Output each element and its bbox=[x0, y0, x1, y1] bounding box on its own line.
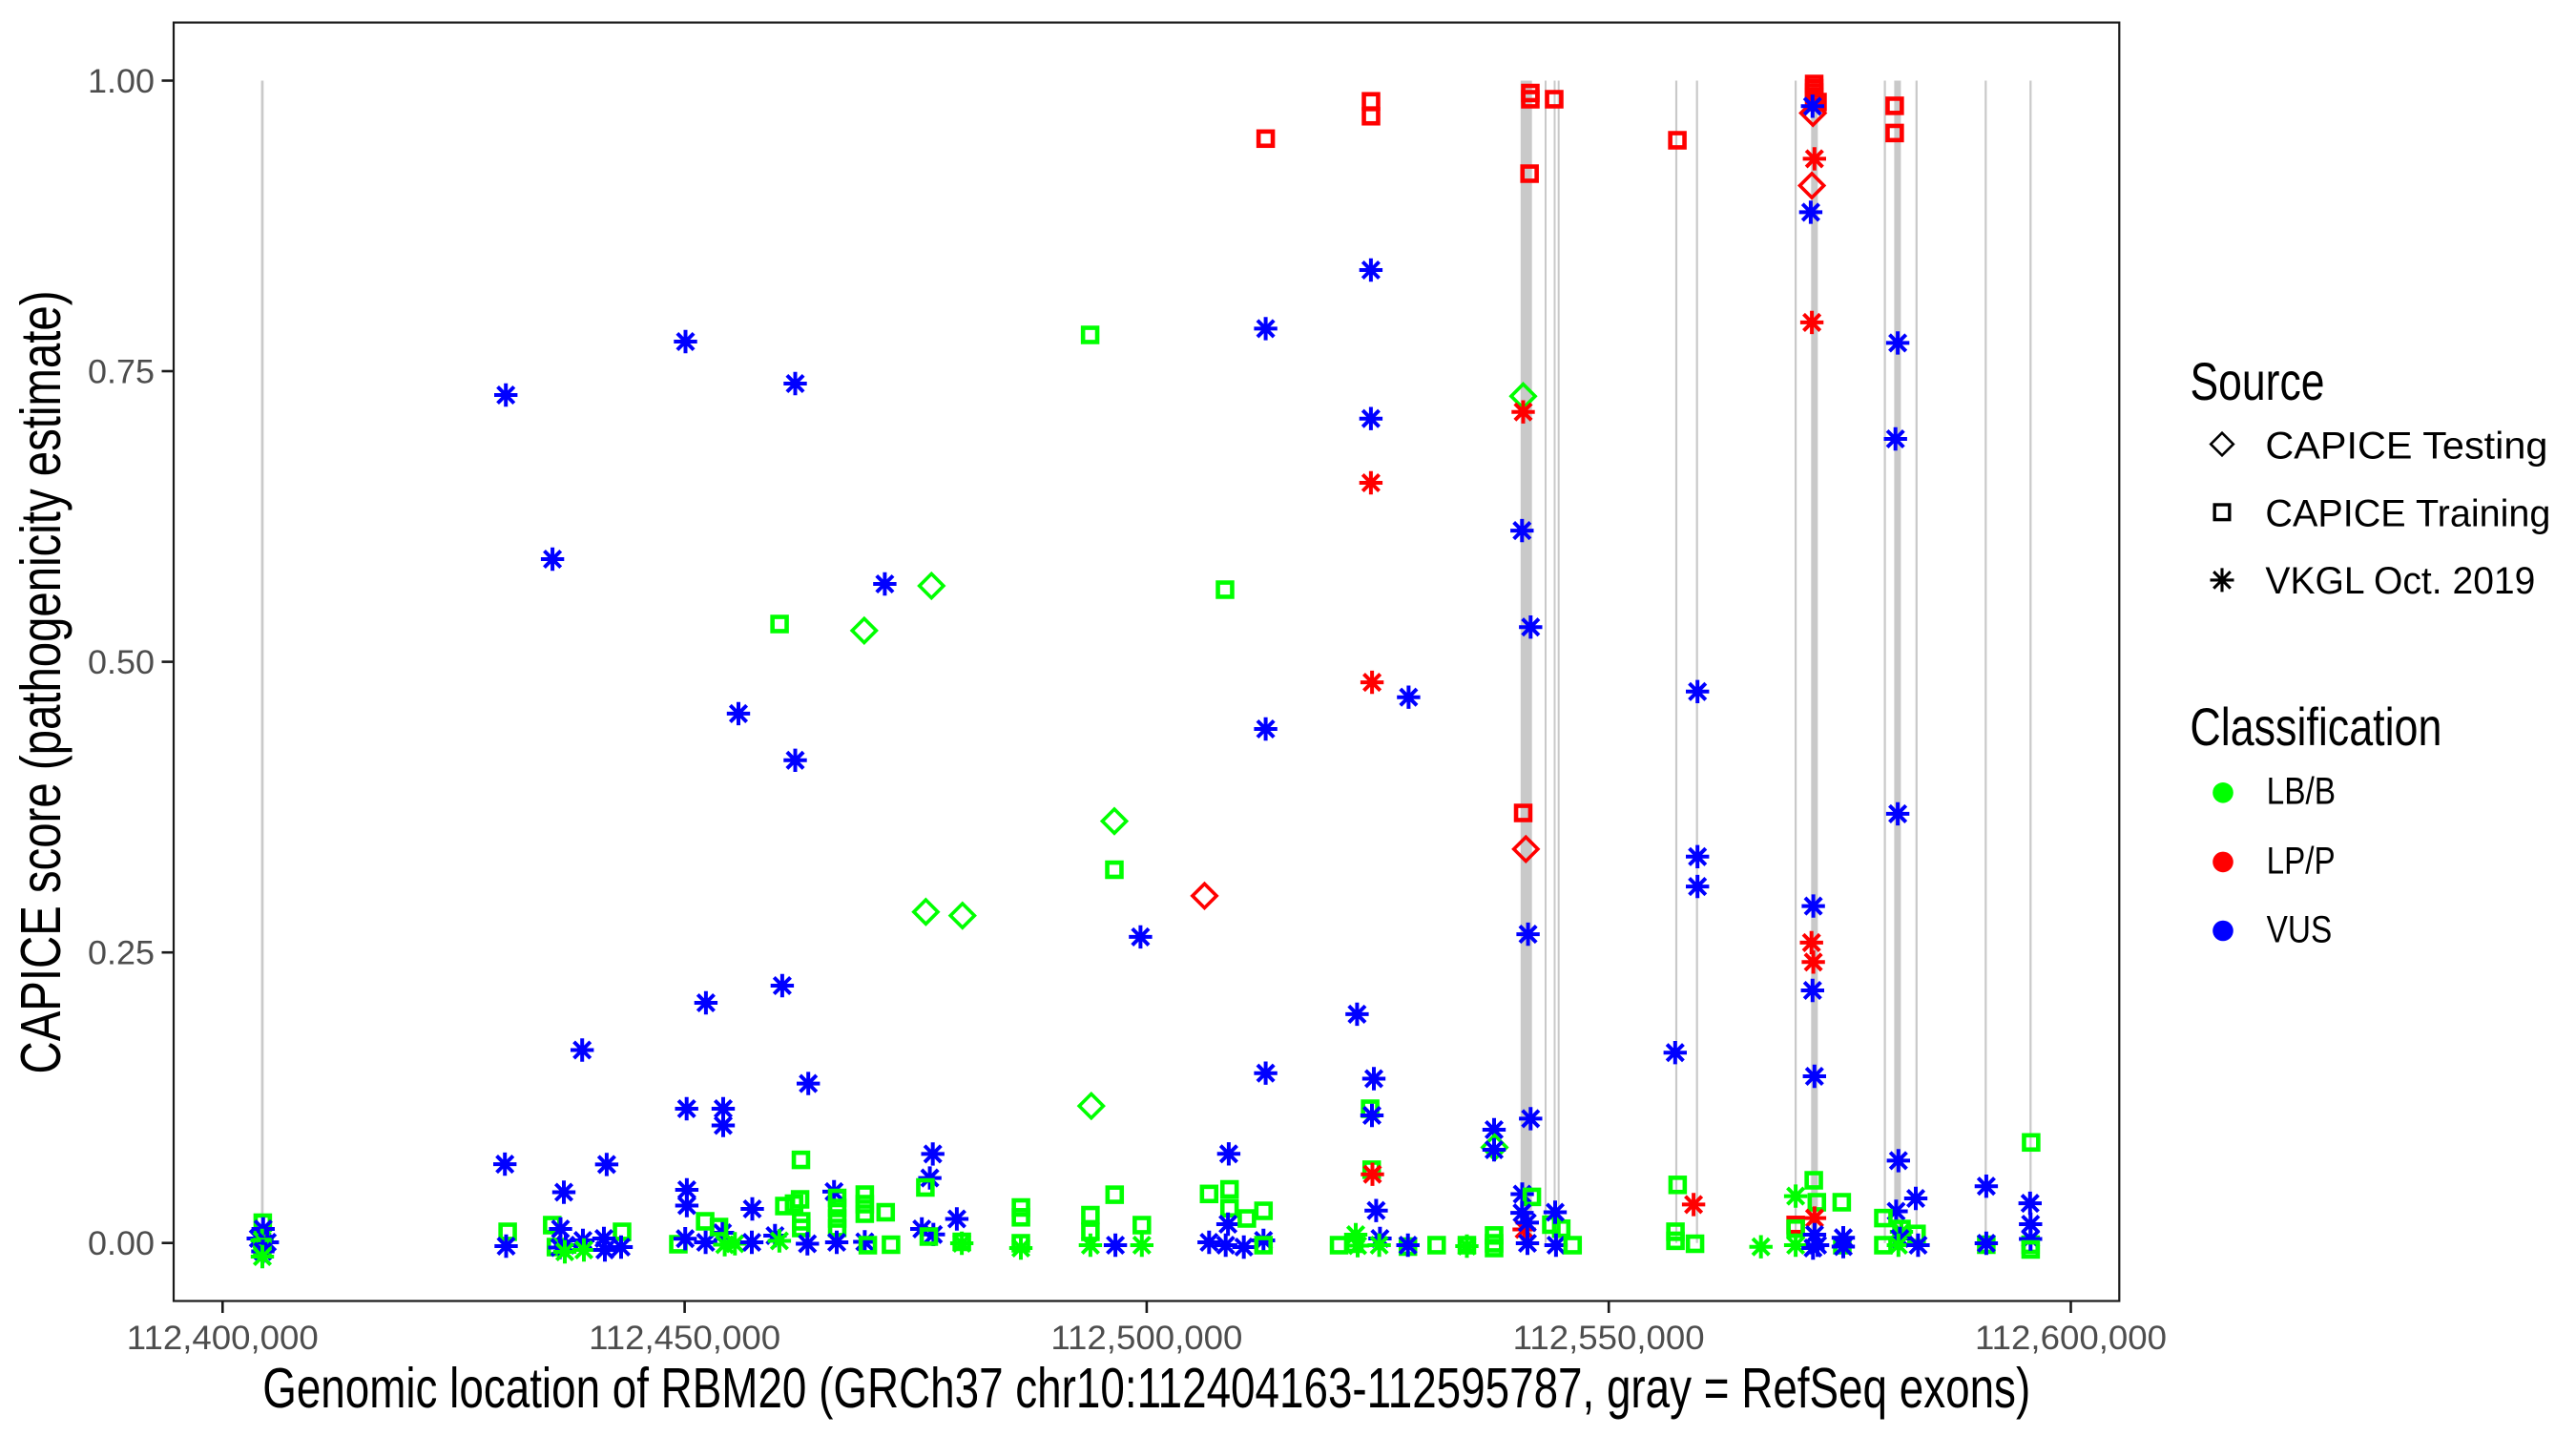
svg-text:CAPICE Testing: CAPICE Testing bbox=[2265, 426, 2547, 468]
svg-text:112,600,000: 112,600,000 bbox=[1975, 1320, 2167, 1357]
svg-text:112,500,000: 112,500,000 bbox=[1050, 1320, 1242, 1357]
svg-text:LB/B: LB/B bbox=[2267, 771, 2337, 813]
svg-text:VKGL Oct. 2019: VKGL Oct. 2019 bbox=[2265, 560, 2535, 602]
svg-text:LP/P: LP/P bbox=[2267, 840, 2336, 882]
svg-text:Classification: Classification bbox=[2190, 697, 2441, 757]
svg-text:CAPICE score (pathogenicity es: CAPICE score (pathogenicity estimate) bbox=[10, 291, 73, 1074]
svg-text:0.50: 0.50 bbox=[88, 644, 155, 681]
svg-text:112,550,000: 112,550,000 bbox=[1513, 1320, 1705, 1357]
svg-text:0.00: 0.00 bbox=[88, 1225, 155, 1262]
svg-text:VUS: VUS bbox=[2267, 909, 2333, 951]
svg-text:112,400,000: 112,400,000 bbox=[127, 1320, 319, 1357]
svg-text:112,450,000: 112,450,000 bbox=[589, 1320, 780, 1357]
svg-text:0.25: 0.25 bbox=[88, 935, 155, 972]
svg-text:Genomic location of RBM20 (GRC: Genomic location of RBM20 (GRCh37 chr10:… bbox=[262, 1357, 2030, 1420]
svg-text:1.00: 1.00 bbox=[88, 63, 155, 100]
svg-text:Source: Source bbox=[2191, 351, 2325, 411]
svg-text:CAPICE Training: CAPICE Training bbox=[2265, 492, 2550, 534]
svg-text:0.75: 0.75 bbox=[88, 353, 155, 390]
